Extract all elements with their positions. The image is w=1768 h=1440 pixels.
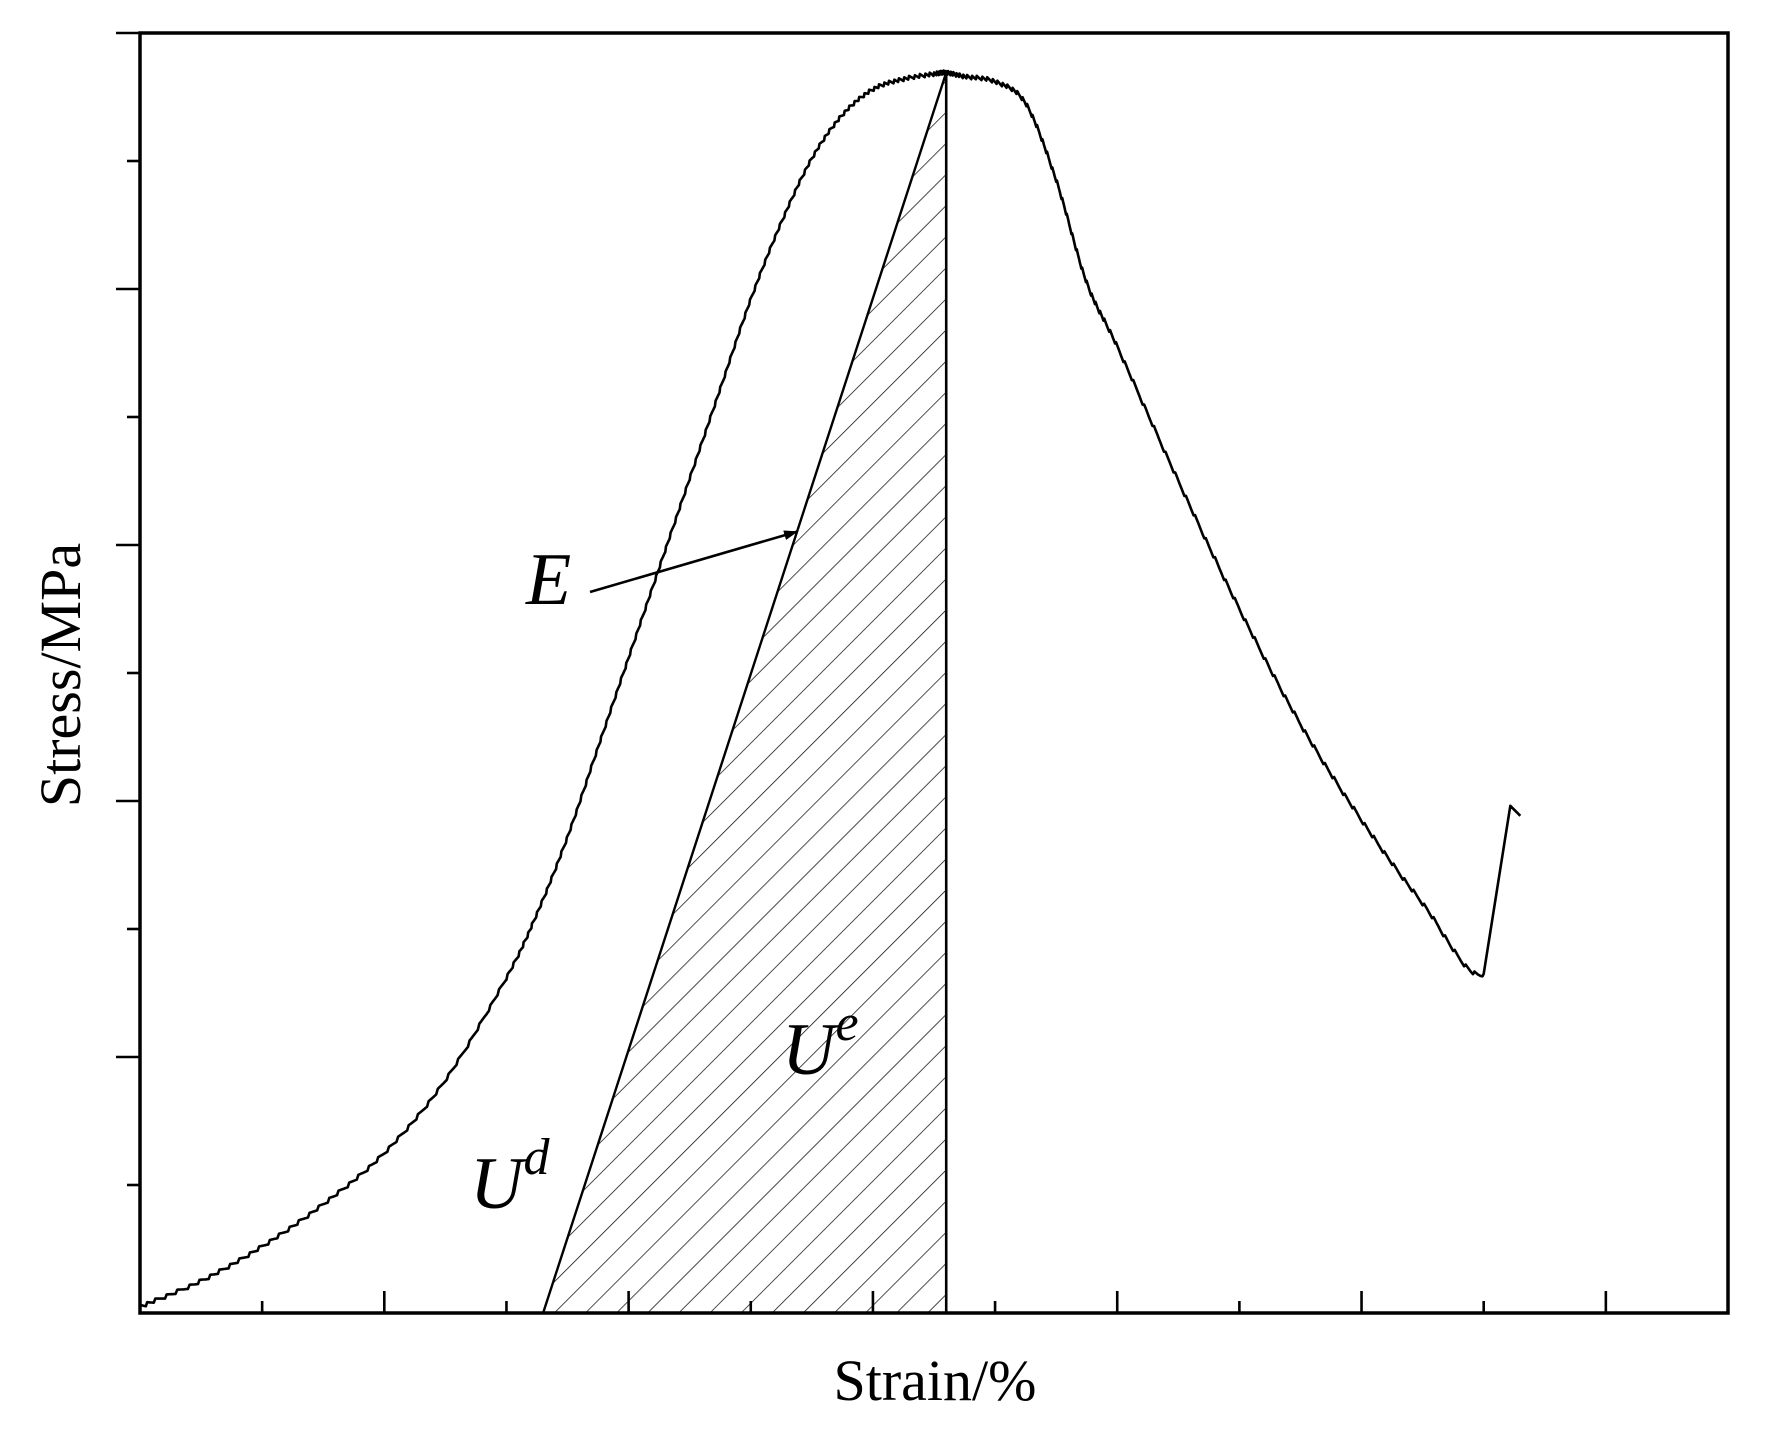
stress-strain-curve <box>139 69 1522 1308</box>
annotation-ud-base: U <box>470 1143 528 1225</box>
x-axis-title: Strain/% <box>834 1348 1037 1413</box>
annotation-ue-sup: e <box>835 995 858 1052</box>
curve-layer <box>139 69 1522 1308</box>
y-axis-title: Stress/MPa <box>28 543 93 807</box>
annotation-ue: Ue <box>782 995 859 1091</box>
annotation-ue-base: U <box>782 1009 840 1091</box>
annotation-ud-sup: d <box>523 1129 550 1186</box>
line-layer <box>541 72 948 1314</box>
e-arrow <box>589 530 799 594</box>
annotation-e: E <box>525 539 571 621</box>
unloading-line <box>541 72 948 1314</box>
axes-layer <box>116 31 1730 1315</box>
annotation-ud: Ud <box>470 1129 550 1225</box>
